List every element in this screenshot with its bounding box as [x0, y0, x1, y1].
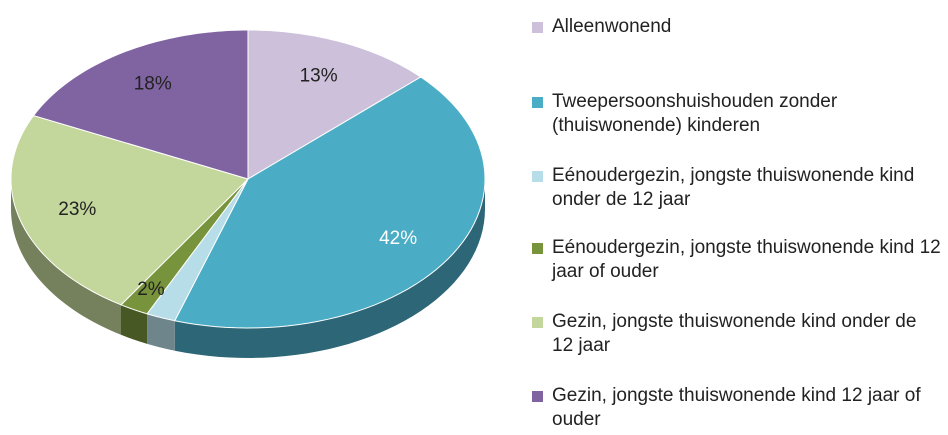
legend-label: Eénoudergezin, jongste thuiswonende kind… — [552, 165, 915, 210]
data-label: 42% — [379, 228, 417, 249]
slice — [120, 178, 249, 315]
legend-label: Gezin, jongste thuiswonende kind onder d… — [552, 311, 917, 356]
slice-side — [11, 179, 122, 335]
slice — [10, 114, 249, 306]
legend-item: Tweepersoonshuishouden zonder (thuiswone… — [532, 90, 942, 138]
legend-label: Eénoudergezin, jongste thuiswonende kind… — [552, 237, 941, 282]
legend-item: Eénoudergezin, jongste thuiswonende kind… — [532, 164, 942, 212]
slice — [32, 29, 249, 180]
data-label: 13% — [300, 65, 338, 86]
slice — [247, 29, 422, 180]
legend-swatch — [532, 391, 543, 402]
data-label: 18% — [134, 74, 172, 95]
legend-label: Tweepersoonshuishouden zonder (thuiswone… — [552, 91, 838, 136]
data-label: 2% — [137, 279, 165, 300]
legend-swatch — [532, 171, 543, 182]
legend-swatch — [532, 317, 543, 328]
slice — [174, 76, 486, 329]
slice — [146, 178, 249, 322]
legend-label: Alleenwonend — [552, 16, 672, 37]
slice-side — [121, 304, 148, 344]
legend-item: Alleenwonend — [532, 15, 942, 39]
legend-swatch — [532, 97, 543, 108]
legend-label: Gezin, jongste thuiswonende kind 12 jaar… — [552, 385, 921, 430]
slice-side — [147, 313, 175, 351]
legend-swatch — [532, 22, 543, 33]
slice-side — [174, 179, 485, 358]
legend-swatch — [532, 243, 543, 254]
legend-item: Gezin, jongste thuiswonende kind 12 jaar… — [532, 384, 942, 432]
legend-item: Gezin, jongste thuiswonende kind onder d… — [532, 310, 942, 358]
pie-area: 13% 42% 2% 23% 18% — [10, 29, 486, 358]
legend-item: Eénoudergezin, jongste thuiswonende kind… — [532, 236, 942, 284]
data-label: 23% — [58, 199, 96, 220]
